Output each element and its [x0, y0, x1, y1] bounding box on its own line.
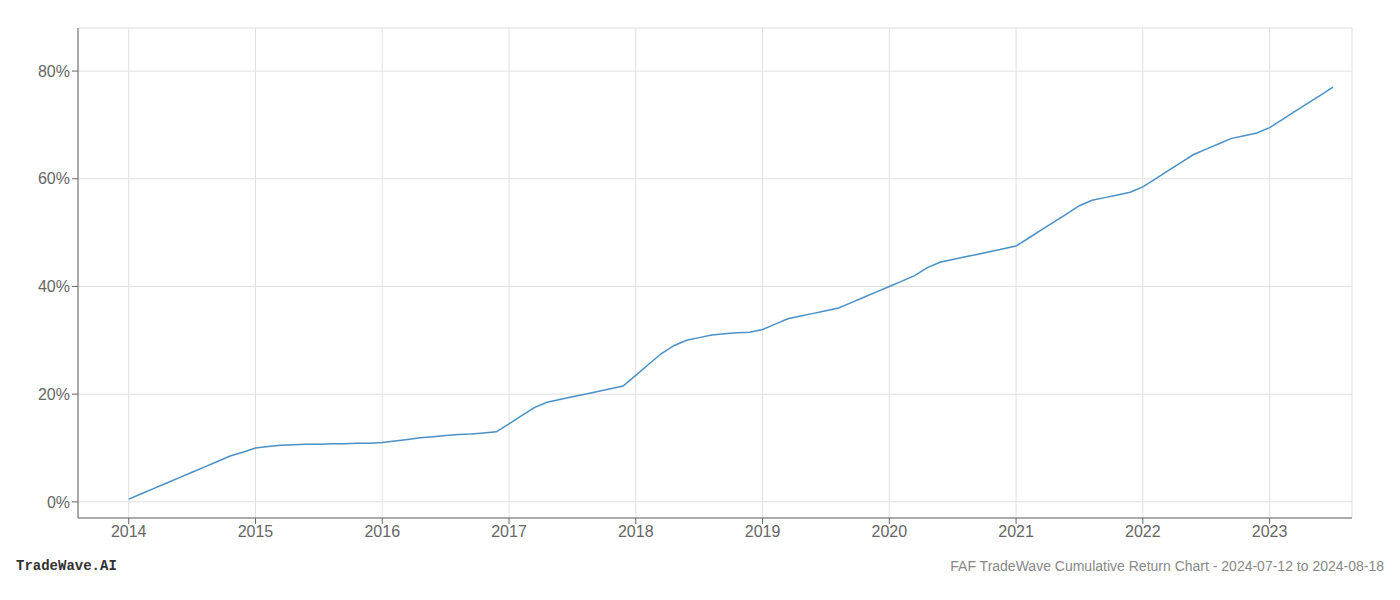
svg-text:2020: 2020: [872, 523, 908, 540]
html-text:TradeWave.AI: TradeWave.AI: [16, 558, 117, 574]
svg-text:2015: 2015: [238, 523, 274, 540]
svg-text:2017: 2017: [491, 523, 527, 540]
svg-text:2016: 2016: [364, 523, 400, 540]
svg-text:2023: 2023: [1252, 523, 1288, 540]
svg-text:2019: 2019: [745, 523, 781, 540]
svg-text:2022: 2022: [1125, 523, 1161, 540]
svg-text:20%: 20%: [38, 386, 70, 403]
html-text:FAF TradeWave Cumulative Retur: FAF TradeWave Cumulative Return Chart - …: [950, 558, 1384, 574]
svg-text:2018: 2018: [618, 523, 654, 540]
svg-text:2014: 2014: [111, 523, 147, 540]
svg-text:40%: 40%: [38, 278, 70, 295]
svg-text:2021: 2021: [998, 523, 1034, 540]
svg-text:0%: 0%: [47, 494, 70, 511]
svg-text:80%: 80%: [38, 63, 70, 80]
svg-text:60%: 60%: [38, 170, 70, 187]
